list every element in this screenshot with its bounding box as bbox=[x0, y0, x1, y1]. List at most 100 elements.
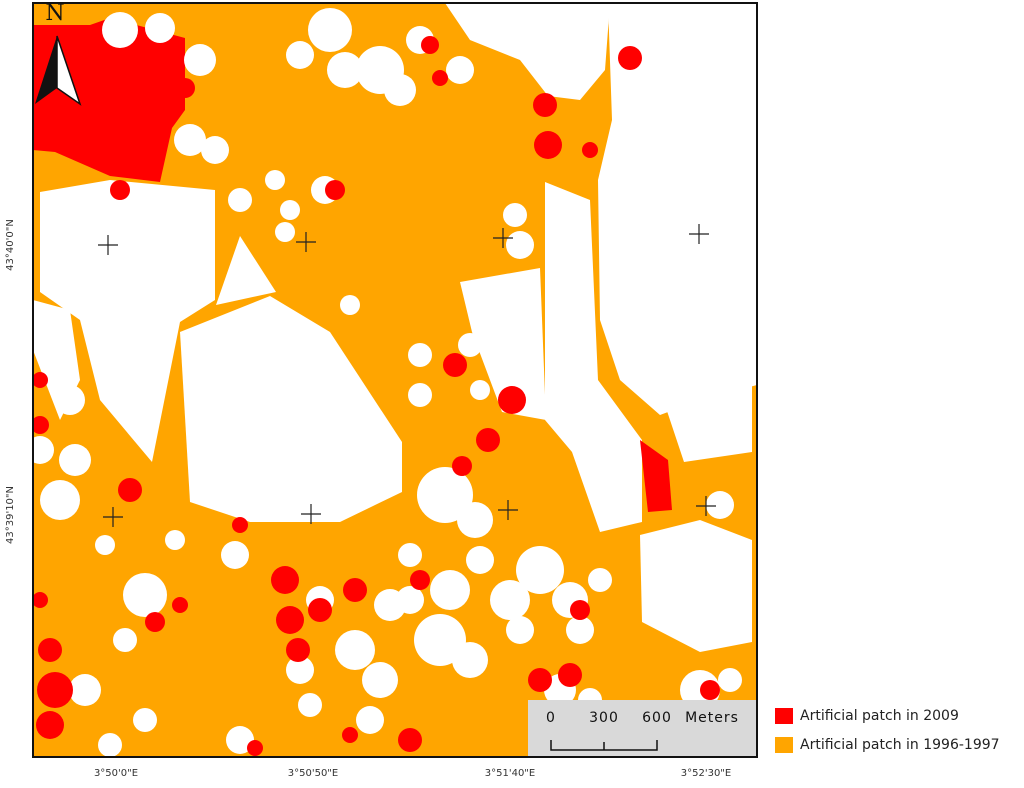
white-patch bbox=[566, 616, 594, 644]
white-area bbox=[216, 236, 276, 305]
red-patch bbox=[33, 18, 185, 182]
white-patch bbox=[408, 383, 432, 407]
white-patch bbox=[503, 203, 527, 227]
map-body bbox=[33, 3, 757, 757]
white-patch bbox=[219, 484, 251, 516]
grid-cross bbox=[493, 228, 513, 248]
red-patch bbox=[533, 93, 557, 117]
grid-cross bbox=[296, 232, 316, 252]
white-patch bbox=[184, 44, 216, 76]
arrow-left bbox=[35, 36, 57, 104]
white-patch bbox=[102, 12, 138, 48]
red-patch bbox=[175, 78, 195, 98]
white-patch bbox=[33, 436, 54, 464]
white-patch bbox=[396, 586, 424, 614]
white-patch bbox=[201, 136, 229, 164]
red-patch bbox=[36, 711, 64, 739]
scale-unit: Meters bbox=[685, 710, 739, 726]
red-patch bbox=[342, 727, 358, 743]
red-patch bbox=[247, 740, 263, 756]
red-patch bbox=[33, 416, 49, 434]
legend-swatch bbox=[775, 737, 793, 753]
white-area bbox=[598, 3, 757, 415]
white-patch bbox=[308, 8, 352, 52]
red-patch bbox=[476, 428, 500, 452]
red-patch bbox=[145, 612, 165, 632]
legend-label: Artificial patch in 2009 bbox=[800, 708, 959, 724]
red-patch bbox=[172, 597, 188, 613]
white-patch bbox=[516, 546, 564, 594]
white-patch bbox=[59, 444, 91, 476]
red-patch bbox=[618, 46, 642, 70]
grid-cross bbox=[696, 496, 716, 516]
graticule bbox=[98, 224, 716, 527]
white-patch bbox=[706, 491, 734, 519]
grid-cross bbox=[103, 507, 123, 527]
white-patch bbox=[174, 124, 206, 156]
white-patch bbox=[457, 502, 493, 538]
north-label: N bbox=[45, 1, 64, 26]
white-patch bbox=[470, 380, 490, 400]
white-patch bbox=[275, 222, 295, 242]
latitude-label: 43°39'10"N bbox=[5, 486, 16, 544]
red-patch bbox=[528, 668, 552, 692]
red-patch bbox=[410, 570, 430, 590]
red-patch bbox=[570, 600, 590, 620]
red-patch bbox=[38, 638, 62, 662]
white-patch bbox=[702, 552, 738, 588]
red-patch bbox=[271, 566, 299, 594]
red-patch bbox=[534, 131, 562, 159]
longitude-label: 3°51'40"E bbox=[485, 768, 535, 779]
white-patch bbox=[286, 656, 314, 684]
white-patch bbox=[286, 41, 314, 69]
red-patch bbox=[33, 592, 48, 608]
white-patch bbox=[446, 56, 474, 84]
white-patch bbox=[408, 343, 432, 367]
red-patch bbox=[343, 578, 367, 602]
north-arrow: N bbox=[35, 1, 82, 106]
white-patch bbox=[133, 708, 157, 732]
red-patch bbox=[700, 680, 720, 700]
white-patch bbox=[221, 541, 249, 569]
white-patch bbox=[414, 614, 466, 666]
grid-cross bbox=[689, 224, 709, 244]
map-frame bbox=[32, 2, 758, 758]
white-patch bbox=[636, 31, 664, 59]
white-patch bbox=[165, 530, 185, 550]
scale-box bbox=[528, 700, 756, 756]
longitude-label: 3°50'0"E bbox=[94, 768, 138, 779]
grid-cross bbox=[98, 235, 118, 255]
white-patch bbox=[95, 535, 115, 555]
red-patch bbox=[118, 478, 142, 502]
white-area bbox=[40, 180, 215, 462]
white-area bbox=[445, 3, 610, 100]
white-patch bbox=[98, 733, 122, 757]
red-patch bbox=[286, 638, 310, 662]
white-patch bbox=[335, 630, 375, 670]
scale-label: 600 bbox=[642, 710, 672, 726]
white-patch bbox=[228, 188, 252, 212]
red-patch bbox=[432, 70, 448, 86]
white-area bbox=[460, 268, 546, 420]
white-patch bbox=[430, 570, 470, 610]
longitude-label: 3°52'30"E bbox=[681, 768, 731, 779]
red-patch bbox=[232, 517, 248, 533]
white-patch bbox=[506, 616, 534, 644]
white-patch bbox=[362, 662, 398, 698]
white-patch bbox=[46, 336, 74, 364]
white-patch bbox=[452, 642, 488, 678]
longitude-label: 3°50'50"E bbox=[288, 768, 338, 779]
red-patch bbox=[37, 672, 73, 708]
white-area bbox=[545, 182, 642, 532]
white-patch bbox=[280, 200, 300, 220]
white-patch bbox=[226, 726, 254, 754]
white-patch bbox=[55, 385, 85, 415]
legend-label: Artificial patch in 1996-1997 bbox=[800, 737, 1000, 753]
scale-bar: 0 300 600 Meters bbox=[528, 700, 756, 756]
red-patch bbox=[398, 728, 422, 752]
latitude-label: 43°40'0"N bbox=[5, 219, 16, 271]
white-patch bbox=[298, 693, 322, 717]
red-patch bbox=[325, 180, 345, 200]
